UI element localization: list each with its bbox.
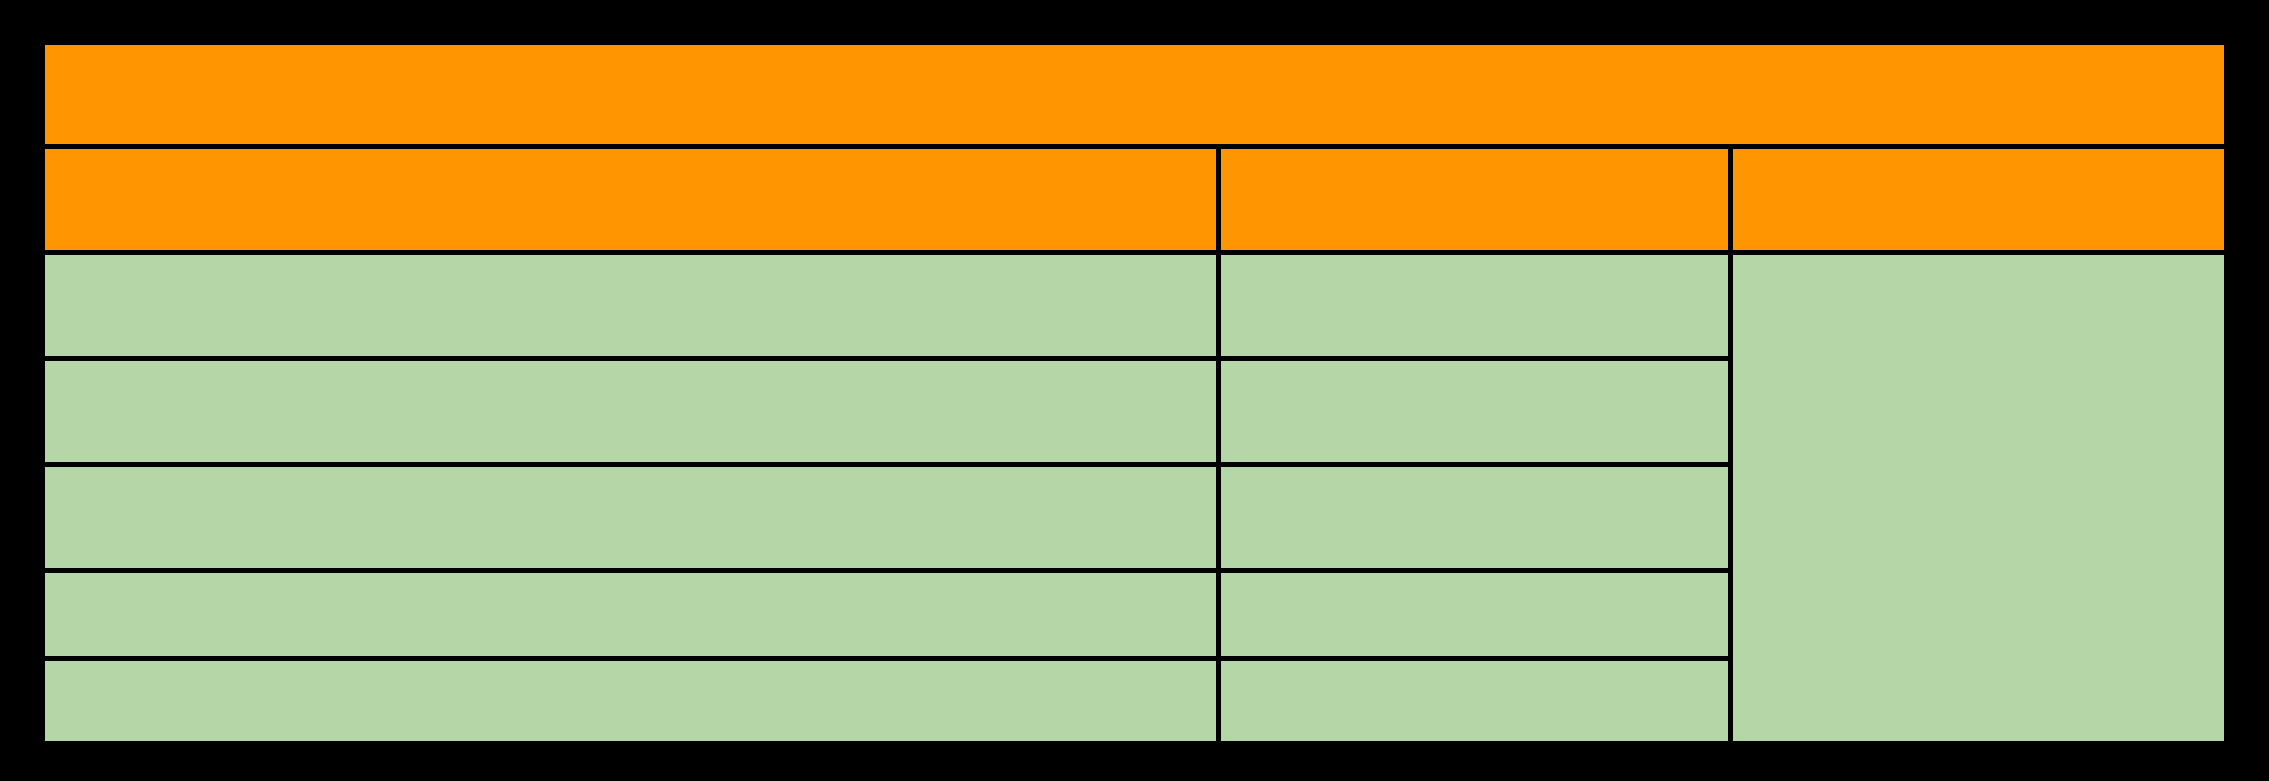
table-row bbox=[40, 356, 2227, 467]
table-row bbox=[40, 462, 2227, 573]
table-cell bbox=[1216, 356, 1733, 467]
header-cell-3 bbox=[1728, 144, 2229, 255]
table-cell bbox=[40, 356, 1221, 467]
header-cell-2 bbox=[1216, 144, 1733, 255]
table-cell bbox=[1216, 462, 1733, 573]
table-cell bbox=[1216, 568, 1733, 661]
merged-cell bbox=[1728, 250, 2229, 746]
table-row bbox=[40, 568, 2227, 661]
header-cell-1 bbox=[40, 144, 1221, 255]
table-title-cell bbox=[40, 40, 2229, 149]
table-row bbox=[40, 656, 2227, 746]
table-cell bbox=[40, 462, 1221, 573]
table-cell bbox=[40, 568, 1221, 661]
table-cell bbox=[1216, 656, 1733, 746]
table-row bbox=[40, 250, 2229, 746]
table-cell bbox=[1216, 250, 1733, 361]
table-cell bbox=[40, 656, 1221, 746]
table-cell bbox=[40, 250, 1221, 361]
table bbox=[40, 40, 2229, 746]
